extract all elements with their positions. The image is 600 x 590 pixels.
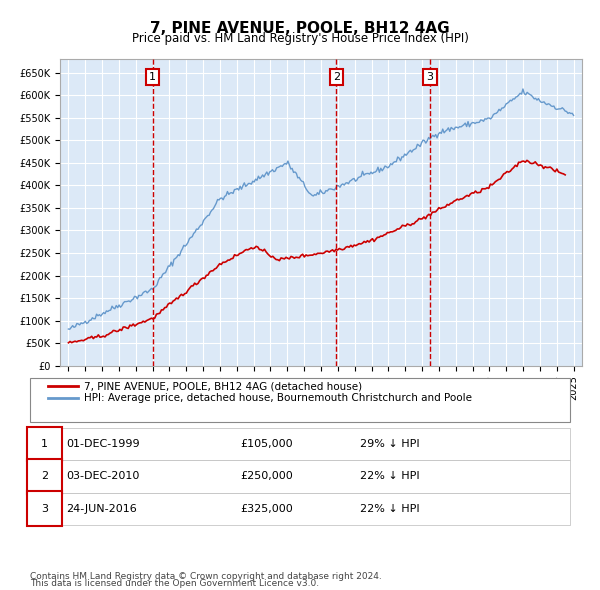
Text: Contains HM Land Registry data © Crown copyright and database right 2024.: Contains HM Land Registry data © Crown c… <box>30 572 382 581</box>
Text: 01-DEC-1999: 01-DEC-1999 <box>66 439 140 449</box>
Text: 1: 1 <box>149 72 156 82</box>
Text: 03-DEC-2010: 03-DEC-2010 <box>66 471 139 481</box>
Text: 7, PINE AVENUE, POOLE, BH12 4AG (detached house): 7, PINE AVENUE, POOLE, BH12 4AG (detache… <box>84 382 362 391</box>
Text: 3: 3 <box>427 72 434 82</box>
Text: 2: 2 <box>333 72 340 82</box>
Text: 7, PINE AVENUE, POOLE, BH12 4AG: 7, PINE AVENUE, POOLE, BH12 4AG <box>150 21 450 35</box>
Text: 2: 2 <box>41 471 48 481</box>
Text: This data is licensed under the Open Government Licence v3.0.: This data is licensed under the Open Gov… <box>30 579 319 588</box>
Text: 29% ↓ HPI: 29% ↓ HPI <box>360 439 419 449</box>
Text: HPI: Average price, detached house, Bournemouth Christchurch and Poole: HPI: Average price, detached house, Bour… <box>84 394 472 403</box>
Text: 24-JUN-2016: 24-JUN-2016 <box>66 504 137 514</box>
Text: Price paid vs. HM Land Registry's House Price Index (HPI): Price paid vs. HM Land Registry's House … <box>131 32 469 45</box>
Text: £105,000: £105,000 <box>240 439 293 449</box>
Text: £325,000: £325,000 <box>240 504 293 514</box>
Text: £250,000: £250,000 <box>240 471 293 481</box>
Text: 22% ↓ HPI: 22% ↓ HPI <box>360 471 419 481</box>
Text: 22% ↓ HPI: 22% ↓ HPI <box>360 504 419 514</box>
Text: 1: 1 <box>41 439 48 449</box>
Text: 3: 3 <box>41 504 48 514</box>
